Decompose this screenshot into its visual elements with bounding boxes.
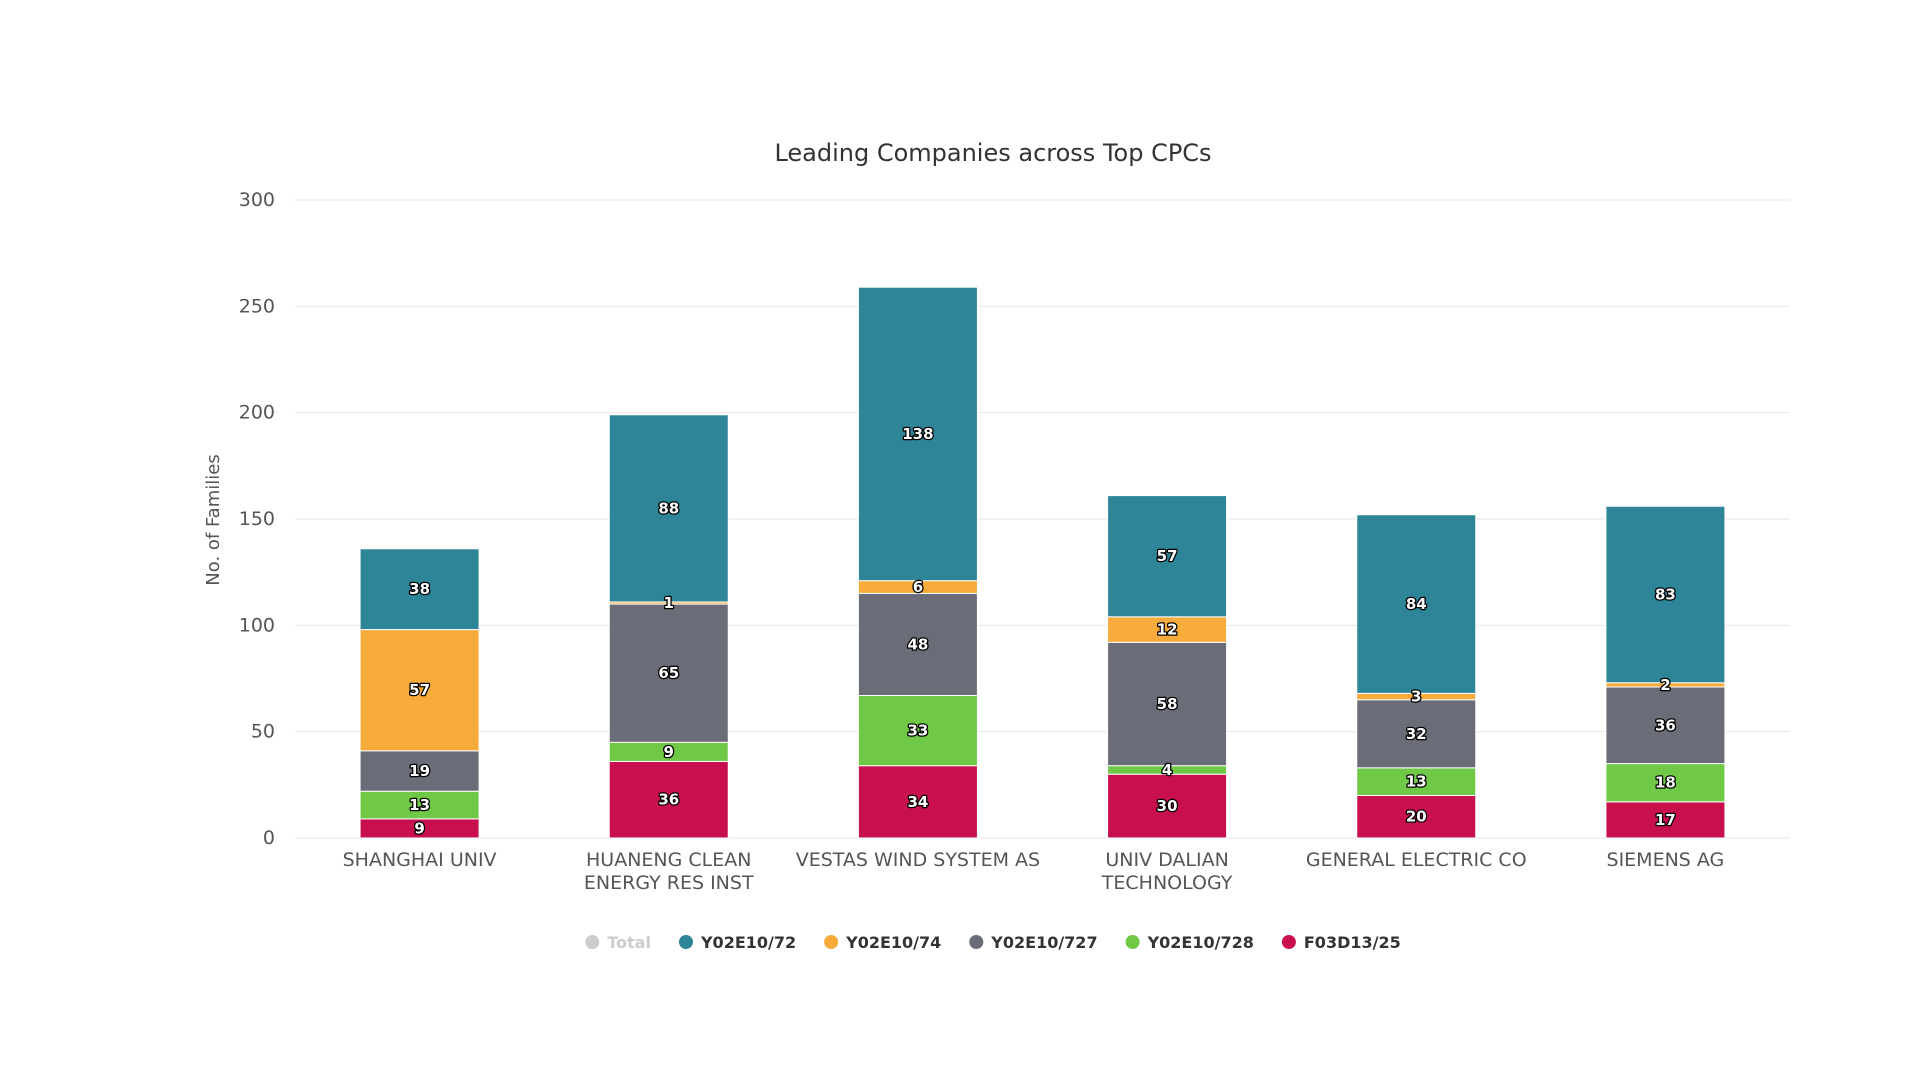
legend-item[interactable]: Y02E10/728 [1125,933,1254,952]
data-label: 57 [1157,547,1178,565]
legend-item[interactable]: Y02E10/74 [824,933,941,952]
data-label: 20 [1406,808,1427,826]
bar-segment[interactable] [1107,495,1228,618]
bar-segment[interactable] [1356,514,1477,694]
data-label: 1 [664,594,674,612]
bar-segment[interactable] [1107,616,1228,643]
bar-segment[interactable] [608,603,729,743]
bar-segment[interactable] [857,592,978,697]
data-label: 57 [409,681,430,699]
y-tick-label: 200 [239,402,275,424]
bar-segment[interactable] [1356,767,1477,796]
data-label: 138 [902,425,933,443]
data-label: 83 [1655,585,1676,603]
legend-label: Y02E10/74 [845,933,941,952]
bar-segment[interactable] [359,548,480,631]
bar-segment[interactable] [1605,763,1726,803]
bar-plot-area [359,286,1726,839]
bar-segment[interactable] [359,750,480,792]
legend-item[interactable]: Total [585,933,651,952]
data-label: 9 [664,743,674,761]
chart-title: Leading Companies across Top CPCs [774,139,1211,167]
data-label: 13 [409,796,430,814]
y-tick-label: 250 [239,295,275,317]
y-axis: 0 50 100 150 200 250 300 [239,189,275,849]
legend-item[interactable]: F03D13/25 [1281,933,1401,952]
data-labels: 9 13 19 57 38 36 9 65 1 88 34 33 48 6 138 30 4 58 12 57 20 13… [408,424,1677,839]
data-label: 34 [907,793,928,811]
legend-marker [1125,935,1140,949]
legend-marker [969,935,984,949]
data-label: 2 [1660,676,1670,694]
legend-item[interactable]: Y02E10/727 [969,933,1098,952]
bar-segment[interactable] [1356,699,1477,769]
data-label: 6 [913,578,923,596]
data-label: 36 [1655,716,1676,734]
bar-segment[interactable] [608,760,729,839]
data-label: 9 [414,819,424,837]
data-label: 48 [907,635,928,653]
legend-label: Y02E10/72 [700,933,796,952]
y-tick-label: 150 [239,508,275,530]
bar-segment[interactable] [1107,641,1228,767]
data-label: 65 [658,664,679,682]
bar-segment[interactable] [1605,505,1726,684]
data-label: 88 [658,499,679,517]
legend-marker [1281,935,1296,949]
y-tick-label: 300 [239,189,275,211]
bar-segment[interactable] [608,414,729,603]
legend-item[interactable]: Y02E10/72 [678,933,796,952]
x-tick-label: GENERAL ELECTRIC CO [1306,849,1527,871]
data-label: 84 [1406,595,1427,613]
x-tick-label: HUANENG CLEAN ENERGY RES INST [584,849,754,894]
gridlines [295,199,1790,839]
legend-label: Y02E10/727 [990,933,1097,952]
x-axis: SHANGHAI UNIV HUANENG CLEAN ENERGY RES INS… [343,849,1725,894]
data-label: 17 [1655,811,1676,829]
bar-segment[interactable] [857,695,978,767]
y-tick-label: 100 [239,614,275,636]
y-tick-label: 0 [263,827,275,849]
x-tick-label: VESTAS WIND SYSTEM AS [796,849,1040,871]
data-label: 4 [1162,761,1172,779]
bar-segment[interactable] [857,765,978,839]
legend: Total Y02E10/72 Y02E10/74 Y02E10/727 Y02E10/… [585,933,1401,952]
legend-label: Total [607,933,651,952]
legend-marker [678,935,693,949]
x-tick-label: SIEMENS AG [1607,849,1725,871]
bar-segment[interactable] [1605,801,1726,839]
data-label: 33 [907,722,928,740]
legend-label: F03D13/25 [1304,933,1401,952]
data-label: 32 [1406,725,1427,743]
data-label: 18 [1655,774,1676,792]
data-label: 36 [658,791,679,809]
data-label: 3 [1411,688,1421,706]
data-label: 58 [1157,695,1178,713]
data-label: 13 [1406,773,1427,791]
bar-segment[interactable] [1605,686,1726,765]
data-label: 19 [409,762,430,780]
x-tick-label: UNIV DALIAN TECHNOLOGY [1101,849,1233,894]
data-label: 12 [1157,621,1178,639]
y-tick-label: 50 [251,721,275,743]
data-label: 38 [409,580,430,598]
bar-segment[interactable] [857,286,978,582]
bar-segment[interactable] [359,629,480,752]
legend-marker [824,935,839,949]
bar-segment[interactable] [1107,773,1228,839]
legend-label: Y02E10/728 [1147,933,1254,952]
y-axis-title: No. of Families [203,454,224,585]
legend-marker [585,935,600,949]
data-label: 30 [1157,797,1178,815]
bar-segment[interactable] [1356,794,1477,839]
x-tick-label: SHANGHAI UNIV [343,849,497,871]
